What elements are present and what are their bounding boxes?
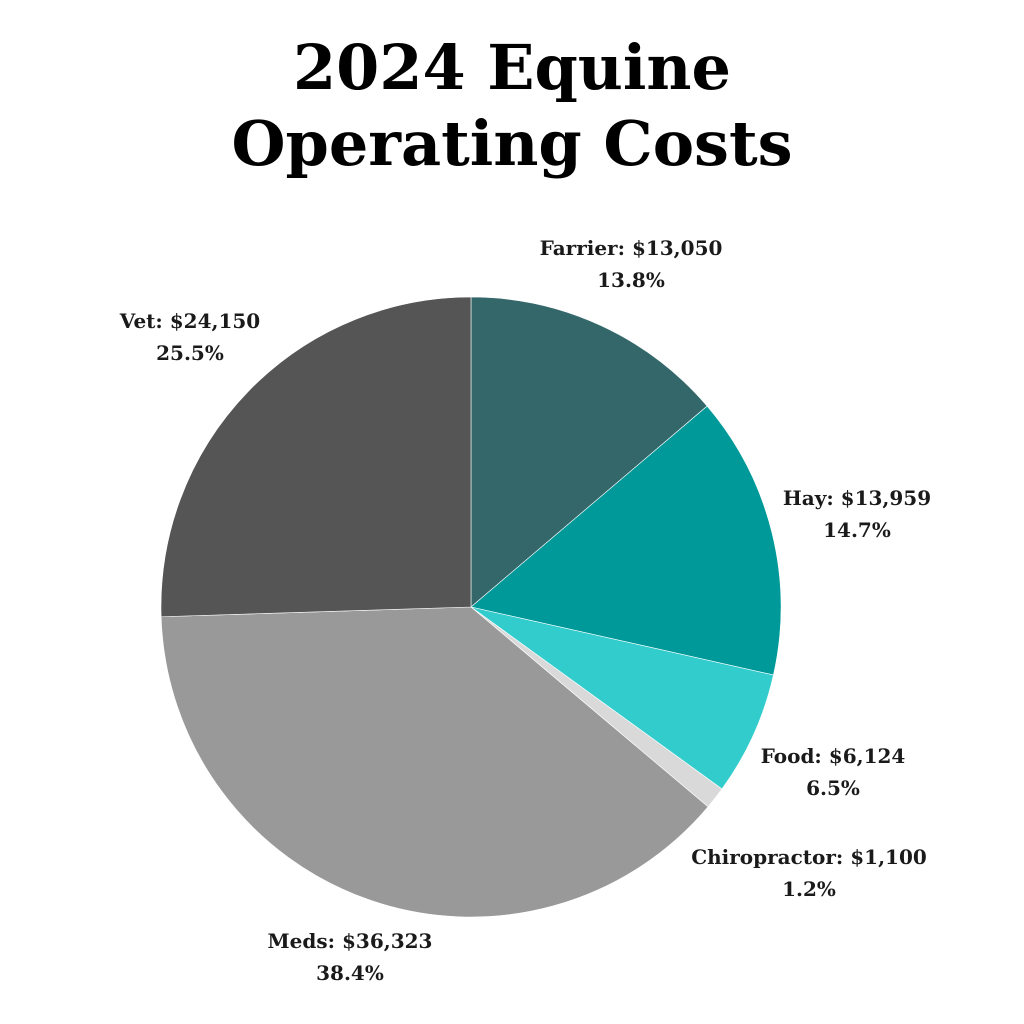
pie-slice-food — [470, 606, 774, 790]
slice-label-percent-meds: 38.4% — [316, 961, 384, 985]
slice-label-amount-food: Food: $6,124 — [761, 744, 906, 768]
slice-label-farrier: Farrier: $13,050 13.8% — [540, 236, 723, 292]
chart-title-line-1: 2024 Equine — [293, 31, 731, 104]
slice-label-hay: Hay: $13,959 14.7% — [783, 486, 931, 542]
pie-slice-hay — [470, 405, 782, 676]
slice-label-chiropractor: Chiropractor: $1,100 1.2% — [691, 845, 927, 901]
pie-labels: Farrier: $13,050 13.8% Hay: $13,959 14.7% Fo… — [119, 236, 931, 985]
slice-label-percent-hay: 14.7% — [823, 518, 891, 542]
slice-label-amount-vet: Vet: $24,150 — [119, 309, 260, 333]
slice-label-amount-meds: Meds: $36,323 — [268, 929, 433, 953]
slice-label-percent-food: 6.5% — [806, 776, 860, 800]
slice-label-food: Food: $6,124 6.5% — [761, 744, 906, 800]
slice-label-amount-chiropractor: Chiropractor: $1,100 — [691, 845, 927, 869]
slice-label-vet: Vet: $24,150 25.5% — [119, 309, 260, 365]
slice-label-amount-hay: Hay: $13,959 — [783, 486, 931, 510]
pie-slices — [160, 296, 782, 918]
pie-slice-vet — [160, 296, 472, 618]
chart-title-line-2: Operating Costs — [231, 107, 793, 180]
slice-label-amount-farrier: Farrier: $13,050 — [540, 236, 723, 260]
slice-label-percent-farrier: 13.8% — [597, 268, 665, 292]
slice-label-percent-vet: 25.5% — [156, 341, 224, 365]
slice-label-percent-chiropractor: 1.2% — [782, 877, 836, 901]
pie-slice-meds — [160, 606, 709, 918]
chart-title: 2024 Equine Operating Costs — [0, 30, 1024, 182]
slice-label-meds: Meds: $36,323 38.4% — [268, 929, 433, 985]
pie-slice-farrier — [470, 296, 708, 608]
